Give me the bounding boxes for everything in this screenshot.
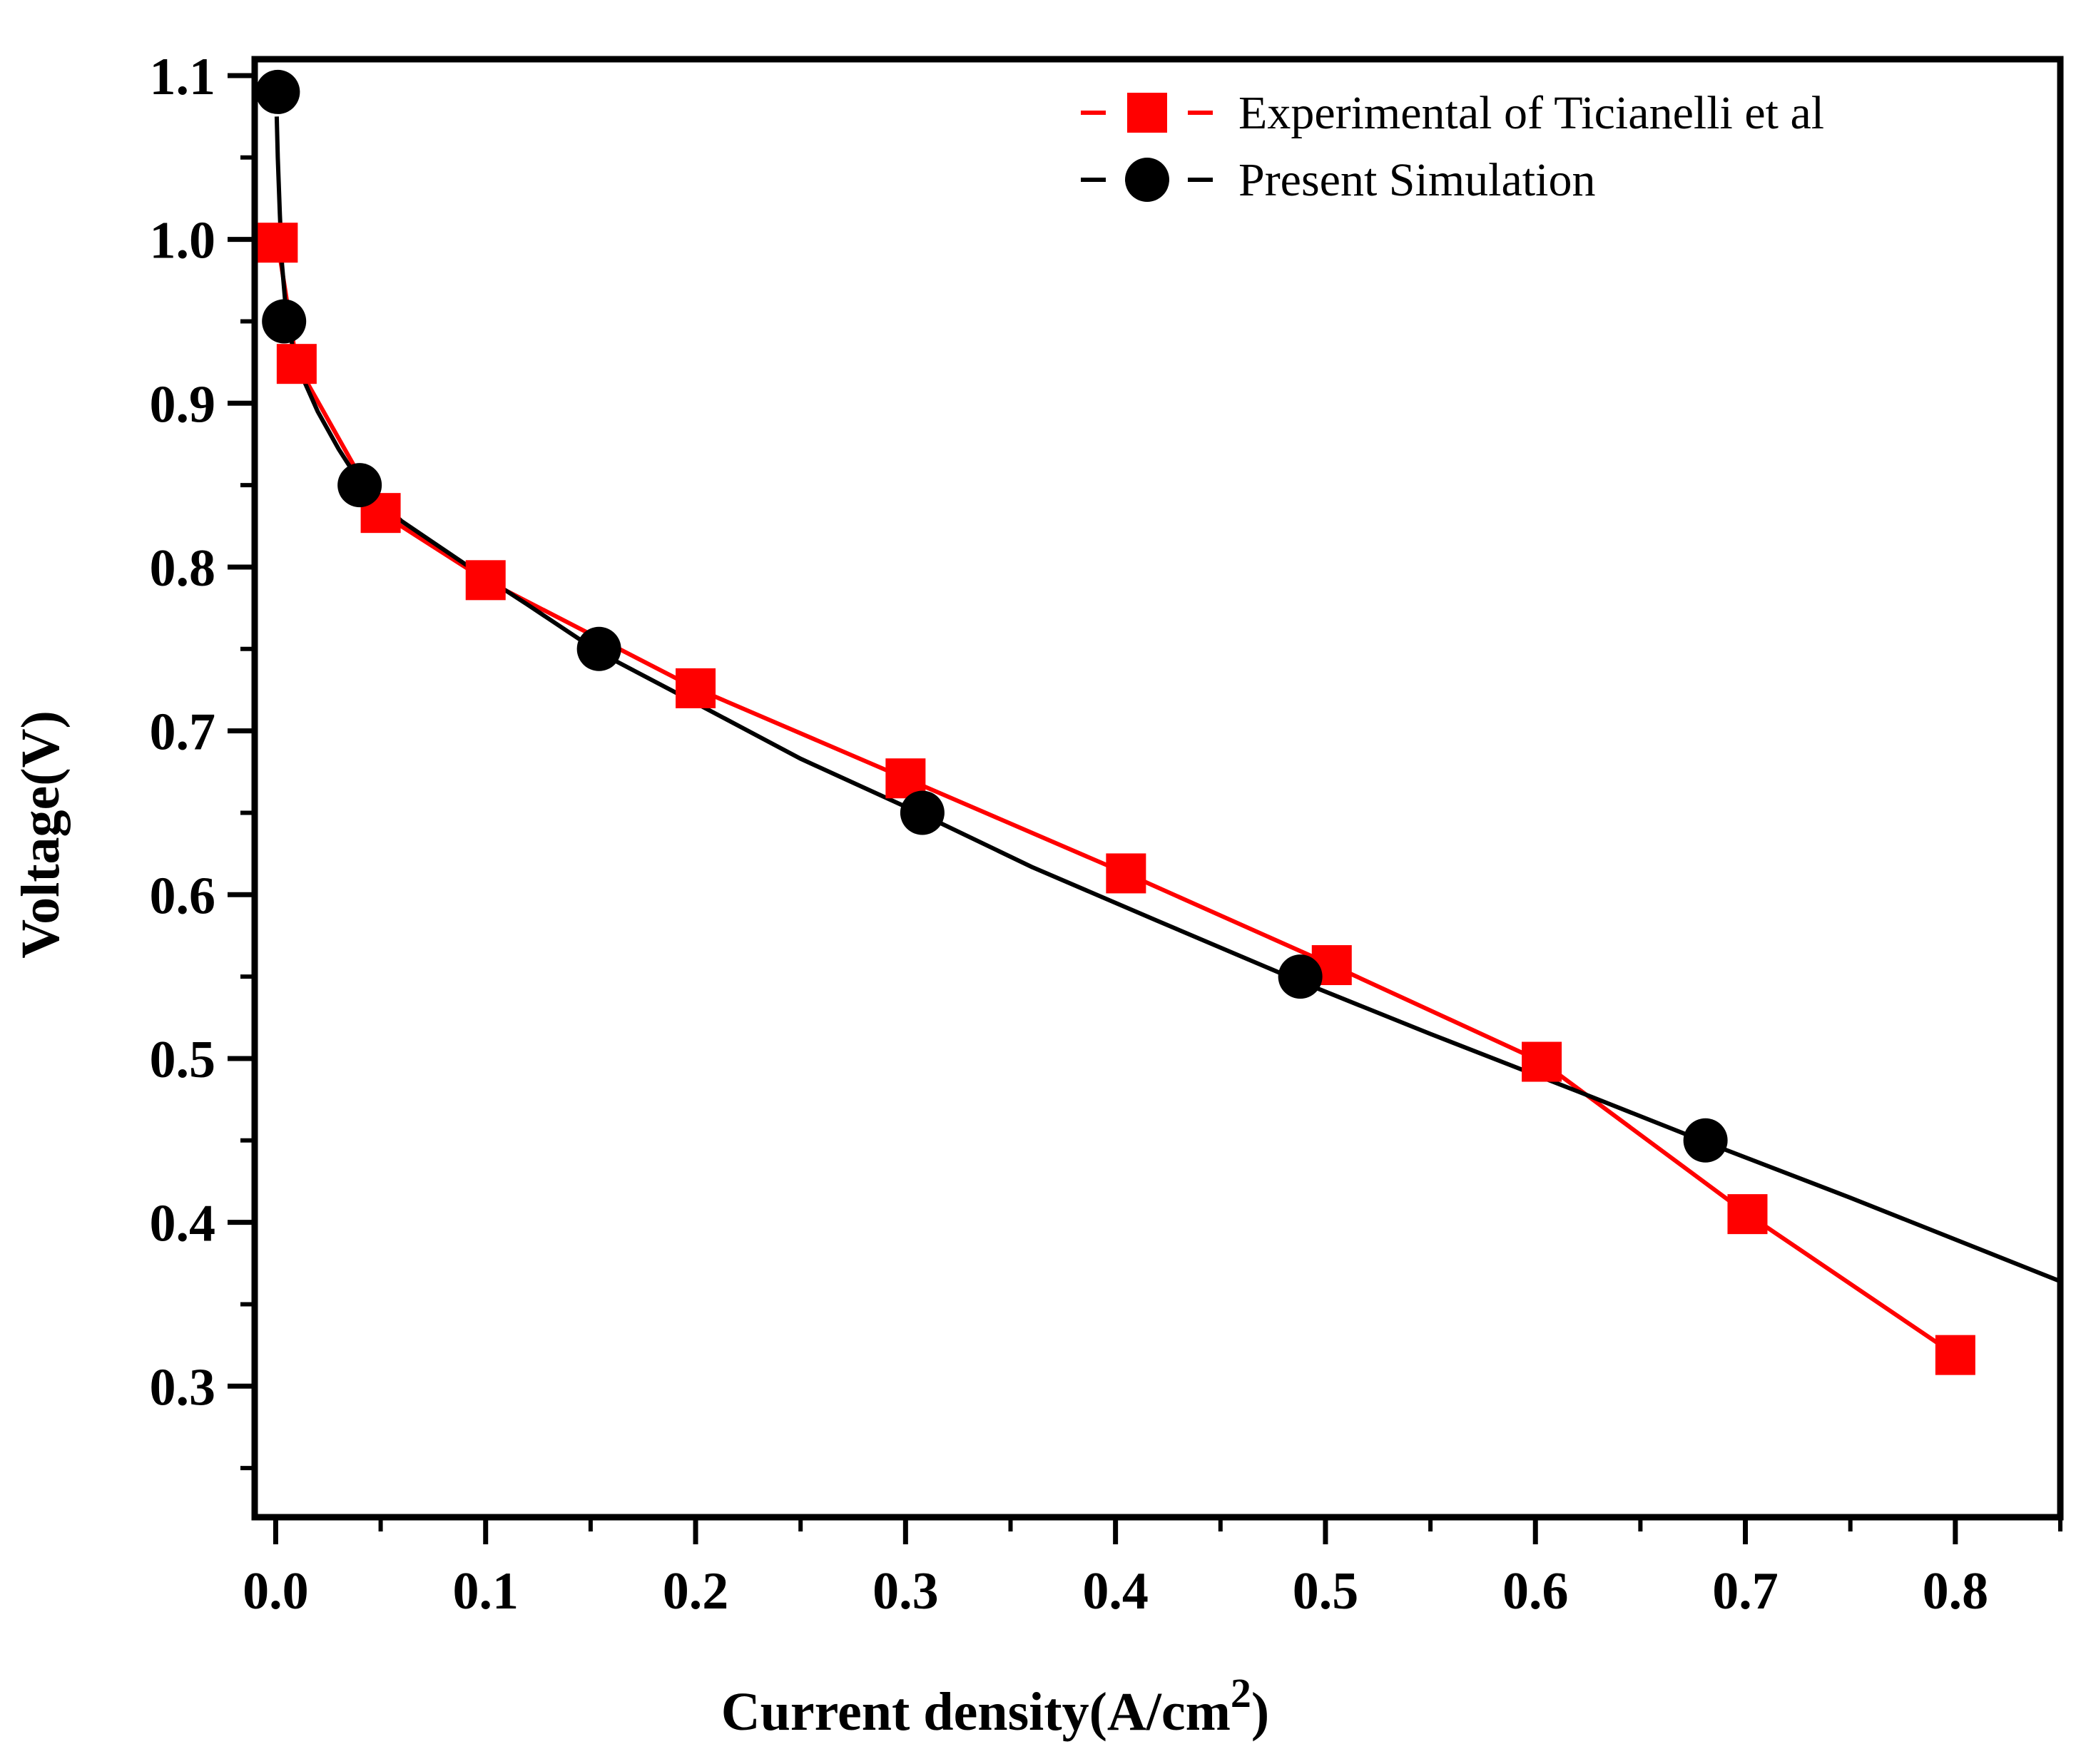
experimental-point [258, 223, 298, 263]
x-axis-title-suffix: ) [1251, 1682, 1269, 1742]
x-axis-title-superscript: 2 [1231, 1670, 1251, 1716]
x-tick-label: 0.7 [1712, 1562, 1779, 1621]
experimental-point [1522, 1041, 1562, 1082]
y-tick-label: 1.0 [150, 212, 216, 270]
experimental-point [1727, 1194, 1768, 1235]
x-tick-label: 0.6 [1502, 1562, 1569, 1621]
y-tick-label: 0.5 [150, 1031, 216, 1089]
simulation-line [274, 116, 2060, 1284]
experimental-point [1935, 1335, 1975, 1375]
simulation-point [262, 299, 307, 344]
y-tick-label: 0.6 [150, 867, 216, 925]
plot-border [251, 56, 2064, 1521]
y-axis-ticks: 0.3 0.4 0.5 0.6 0.7 0.8 0.9 1.0 1.1 [150, 48, 255, 1471]
x-tick-label: 0.5 [1293, 1562, 1359, 1621]
simulation-point [1278, 954, 1323, 999]
x-tick-label: 0.3 [872, 1562, 939, 1621]
plot-frame [251, 56, 2064, 1521]
y-axis-title: Voltage(V) [11, 710, 71, 959]
x-tick-label: 0.0 [243, 1562, 309, 1621]
simulation-point [1683, 1118, 1728, 1163]
x-axis-ticks: 0.0 0.1 0.2 0.3 0.4 0.5 0.6 0.7 0.8 [243, 1517, 2062, 1621]
y-tick-label: 0.9 [150, 375, 216, 434]
legend-experimental-label: Experimental of Ticianelli et al [1238, 87, 1824, 139]
legend-experimental-marker [1127, 93, 1167, 133]
experimental-point [276, 344, 317, 384]
y-tick-label: 1.1 [150, 48, 216, 106]
experimental-point [465, 560, 506, 601]
x-tick-label: 0.4 [1082, 1562, 1149, 1621]
y-tick-label: 0.4 [150, 1195, 216, 1253]
legend-simulation-marker [1125, 158, 1169, 202]
x-tick-label: 0.1 [452, 1562, 519, 1621]
experimental-line [275, 242, 1957, 1357]
x-tick-label: 0.2 [663, 1562, 729, 1621]
simulation-point [576, 626, 621, 671]
experimental-point [1106, 853, 1146, 894]
legend: Experimental of Ticianelli et al Present … [1081, 87, 1824, 206]
x-tick-label: 0.8 [1923, 1562, 1989, 1621]
legend-simulation-label: Present Simulation [1238, 154, 1595, 206]
x-axis-title-main: Current density(A/cm [721, 1682, 1231, 1742]
y-tick-label: 0.3 [150, 1358, 216, 1417]
experimental-point [676, 668, 716, 708]
simulation-point [255, 69, 300, 114]
simulation-point [337, 463, 382, 508]
simulation-point [900, 790, 945, 835]
y-tick-label: 0.7 [150, 703, 216, 762]
y-tick-label: 0.8 [150, 539, 216, 598]
series-layer [255, 69, 2060, 1375]
x-axis-title: Current density(A/cm2) [721, 1670, 1269, 1742]
